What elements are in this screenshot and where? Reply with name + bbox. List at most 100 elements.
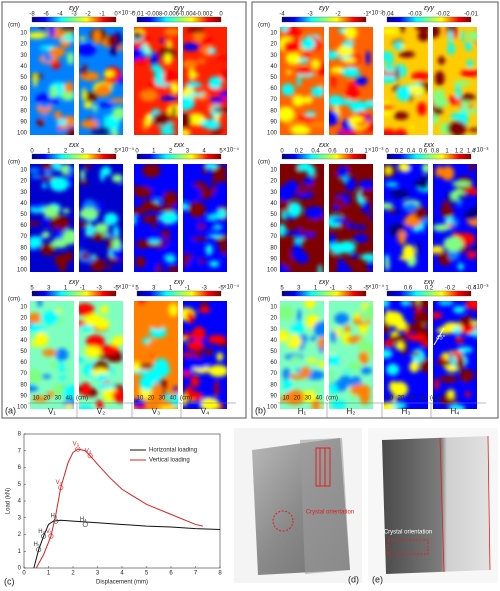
colorbar — [386, 16, 472, 23]
strain-blob — [94, 223, 109, 234]
strain-blob — [437, 301, 454, 306]
strain-map — [433, 301, 477, 409]
colorbar-tick-label: 0 — [219, 12, 223, 18]
strain-blob — [159, 38, 165, 43]
strain-field — [433, 27, 477, 135]
strain-blob — [393, 41, 403, 51]
x-tick-label: 4 — [120, 571, 124, 577]
strain-blob — [457, 197, 462, 207]
depth-tick-label: 80 — [270, 245, 277, 251]
strain-blob — [449, 351, 463, 357]
strain-blob — [393, 111, 409, 120]
colorbar-tick-label: 1.2 — [455, 149, 464, 155]
colorbar-tick-label: 1 — [364, 149, 368, 155]
strain-blob — [96, 102, 115, 108]
strain-field — [134, 27, 178, 135]
depth-tick-label: 50 — [20, 75, 27, 81]
strain-blob — [284, 389, 305, 405]
strain-blob — [285, 28, 303, 36]
width-axis-unit: (cm) — [180, 396, 192, 402]
panel-label: (e) — [372, 574, 383, 584]
colorbar-scale: ×10⁻⁴ — [118, 147, 134, 154]
strain-blob — [117, 335, 123, 346]
colorbar-label: εyy — [424, 5, 435, 12]
y-tick-label: 7 — [18, 448, 22, 454]
colorbar-tick-label: -3 — [71, 12, 77, 18]
strain-blobs — [79, 28, 123, 135]
colorbar-tick-label: 1 — [169, 286, 173, 292]
strain-blob — [204, 164, 218, 170]
sample-label: H₄ — [450, 407, 459, 416]
strain-blob — [144, 113, 152, 128]
strain-blob — [341, 206, 352, 219]
colorbar-tick-label: -0.03 — [408, 12, 422, 18]
strain-blob — [183, 371, 192, 377]
depth-tick-label: 80 — [270, 382, 277, 388]
depth-tick-label: 100 — [17, 405, 28, 411]
strain-map — [134, 164, 178, 272]
strain-blob — [441, 200, 450, 216]
annotation-label: H₂ — [38, 529, 45, 535]
strain-blob — [280, 201, 291, 211]
strain-blob — [171, 105, 177, 122]
colorbar-tick-label: 0 — [385, 149, 389, 155]
depth-tick-label: 60 — [20, 223, 27, 229]
strain-blob — [284, 180, 299, 193]
colorbar-tick-label: -0.01 — [464, 12, 478, 18]
colorbar-tick-label: -0.004 — [179, 12, 197, 18]
strain-blob — [79, 404, 94, 409]
strain-map — [79, 164, 123, 272]
strain-blob — [388, 52, 394, 66]
strain-blob — [290, 125, 311, 135]
annotation-point — [82, 521, 88, 527]
width-tick-label: 20 — [44, 396, 51, 402]
strain-blob — [329, 354, 342, 367]
x-tick-label: 3 — [96, 571, 100, 577]
strain-map — [134, 27, 178, 135]
strain-blob — [166, 266, 178, 272]
strain-map — [384, 301, 428, 409]
strain-blob — [81, 251, 89, 261]
depth-tick-label: 80 — [270, 108, 277, 114]
width-tick-label: 10 — [33, 396, 40, 402]
strain-blob — [433, 27, 441, 39]
strain-blob — [384, 301, 390, 308]
colorbar-tick-label: 1 — [445, 149, 449, 155]
panel-label: (a) — [5, 405, 16, 415]
strain-blob — [30, 323, 44, 334]
strain-blob — [455, 84, 462, 100]
strain-map — [433, 27, 477, 135]
strain-blob — [139, 375, 155, 391]
strain-blobs — [433, 164, 477, 271]
colorbar-tick-label: -3 — [202, 286, 208, 292]
colorbar-label: εxx — [69, 142, 80, 149]
depth-tick-label: 70 — [20, 371, 27, 377]
depth-tick-label: 10 — [270, 305, 277, 311]
strain-blob — [97, 354, 107, 360]
strain-blob — [50, 97, 60, 104]
strain-blob — [300, 390, 318, 403]
colorbar-tick-label: -5 — [218, 286, 224, 292]
strain-blob — [418, 223, 425, 232]
strain-blob — [452, 232, 462, 238]
strain-field — [384, 27, 428, 135]
strain-blob — [283, 253, 293, 269]
strain-map — [183, 164, 227, 272]
strain-blob — [468, 127, 477, 133]
annotation-point — [53, 518, 59, 524]
colorbar-tick-label: 0.6 — [328, 149, 337, 155]
strain-blob — [302, 96, 313, 104]
strain-blob — [65, 218, 70, 227]
x-tick-label: 8 — [218, 571, 222, 577]
depth-tick-label: 40 — [20, 64, 27, 70]
strain-blob — [411, 71, 428, 81]
colorbar-tick-label: -4 — [57, 12, 63, 18]
angle-marker — [433, 327, 445, 346]
strain-blob — [280, 329, 289, 343]
strain-blob — [467, 30, 477, 41]
strain-blob — [41, 231, 50, 239]
strain-blob — [43, 216, 48, 228]
strain-blob — [153, 71, 164, 82]
